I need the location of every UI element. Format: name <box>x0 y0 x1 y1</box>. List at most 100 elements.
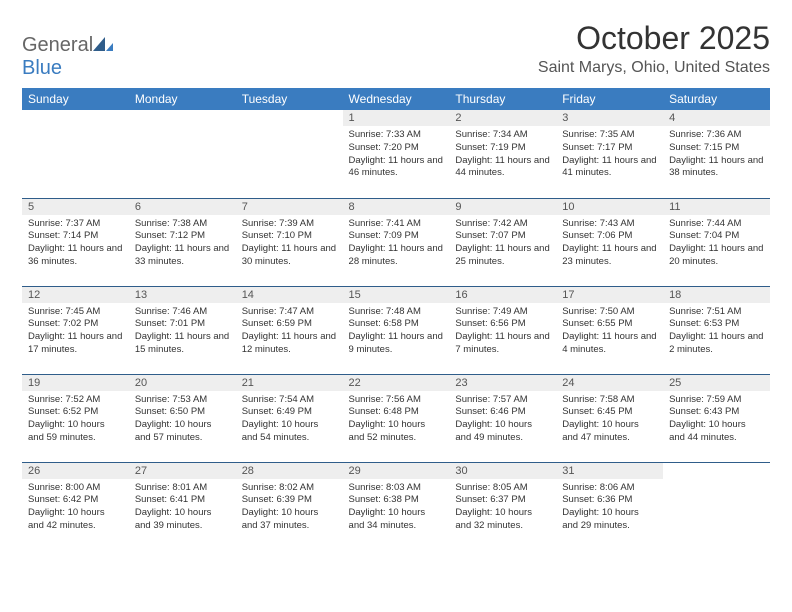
location-subtitle: Saint Marys, Ohio, United States <box>538 59 770 77</box>
day-number: 1 <box>343 110 450 126</box>
calendar-day-cell: 9Sunrise: 7:42 AMSunset: 7:07 PMDaylight… <box>449 198 556 286</box>
day-sun-info: Sunrise: 7:52 AMSunset: 6:52 PMDaylight:… <box>22 391 129 451</box>
day-number: 2 <box>449 110 556 126</box>
day-sun-info: Sunrise: 7:56 AMSunset: 6:48 PMDaylight:… <box>343 391 450 451</box>
logo-part1: General <box>22 34 93 56</box>
calendar-body: 1Sunrise: 7:33 AMSunset: 7:20 PMDaylight… <box>22 110 770 550</box>
calendar-week-row: 12Sunrise: 7:45 AMSunset: 7:02 PMDayligh… <box>22 286 770 374</box>
day-number: 24 <box>556 375 663 391</box>
day-number-empty <box>236 110 343 126</box>
day-sun-info: Sunrise: 8:02 AMSunset: 6:39 PMDaylight:… <box>236 479 343 539</box>
day-sun-info: Sunrise: 7:58 AMSunset: 6:45 PMDaylight:… <box>556 391 663 451</box>
day-sun-info: Sunrise: 7:54 AMSunset: 6:49 PMDaylight:… <box>236 391 343 451</box>
calendar-day-cell: 24Sunrise: 7:58 AMSunset: 6:45 PMDayligh… <box>556 374 663 462</box>
calendar-week-row: 5Sunrise: 7:37 AMSunset: 7:14 PMDaylight… <box>22 198 770 286</box>
calendar-day-cell: 21Sunrise: 7:54 AMSunset: 6:49 PMDayligh… <box>236 374 343 462</box>
day-sun-info: Sunrise: 7:51 AMSunset: 6:53 PMDaylight:… <box>663 303 770 363</box>
day-number: 26 <box>22 463 129 479</box>
weekday-header: Monday <box>129 88 236 110</box>
calendar-day-cell: 5Sunrise: 7:37 AMSunset: 7:14 PMDaylight… <box>22 198 129 286</box>
day-number: 30 <box>449 463 556 479</box>
calendar-day-cell: 30Sunrise: 8:05 AMSunset: 6:37 PMDayligh… <box>449 462 556 550</box>
calendar-day-cell <box>236 110 343 198</box>
day-number: 20 <box>129 375 236 391</box>
logo-sail-icon <box>93 37 113 51</box>
calendar-week-row: 19Sunrise: 7:52 AMSunset: 6:52 PMDayligh… <box>22 374 770 462</box>
day-number: 25 <box>663 375 770 391</box>
calendar-day-cell: 20Sunrise: 7:53 AMSunset: 6:50 PMDayligh… <box>129 374 236 462</box>
weekday-header: Sunday <box>22 88 129 110</box>
day-sun-info: Sunrise: 7:57 AMSunset: 6:46 PMDaylight:… <box>449 391 556 451</box>
day-number: 21 <box>236 375 343 391</box>
day-number: 13 <box>129 287 236 303</box>
day-number: 27 <box>129 463 236 479</box>
day-number: 22 <box>343 375 450 391</box>
day-number: 28 <box>236 463 343 479</box>
day-sun-info: Sunrise: 7:48 AMSunset: 6:58 PMDaylight:… <box>343 303 450 363</box>
day-sun-info: Sunrise: 7:35 AMSunset: 7:17 PMDaylight:… <box>556 126 663 186</box>
day-number-empty <box>129 110 236 126</box>
day-sun-info: Sunrise: 7:53 AMSunset: 6:50 PMDaylight:… <box>129 391 236 451</box>
day-number: 6 <box>129 199 236 215</box>
day-sun-info: Sunrise: 7:37 AMSunset: 7:14 PMDaylight:… <box>22 215 129 275</box>
calendar-day-cell: 22Sunrise: 7:56 AMSunset: 6:48 PMDayligh… <box>343 374 450 462</box>
calendar-day-cell: 6Sunrise: 7:38 AMSunset: 7:12 PMDaylight… <box>129 198 236 286</box>
calendar-day-cell: 3Sunrise: 7:35 AMSunset: 7:17 PMDaylight… <box>556 110 663 198</box>
day-number: 17 <box>556 287 663 303</box>
day-sun-info: Sunrise: 7:36 AMSunset: 7:15 PMDaylight:… <box>663 126 770 186</box>
logo-text: GeneralBlue <box>22 34 113 80</box>
calendar-table: SundayMondayTuesdayWednesdayThursdayFrid… <box>22 88 770 550</box>
day-sun-info: Sunrise: 7:33 AMSunset: 7:20 PMDaylight:… <box>343 126 450 186</box>
day-sun-info: Sunrise: 8:06 AMSunset: 6:36 PMDaylight:… <box>556 479 663 539</box>
day-number-empty <box>663 463 770 479</box>
day-number: 15 <box>343 287 450 303</box>
day-number: 18 <box>663 287 770 303</box>
day-number: 10 <box>556 199 663 215</box>
day-sun-info: Sunrise: 7:39 AMSunset: 7:10 PMDaylight:… <box>236 215 343 275</box>
weekday-header: Saturday <box>663 88 770 110</box>
day-sun-info: Sunrise: 7:46 AMSunset: 7:01 PMDaylight:… <box>129 303 236 363</box>
day-number: 4 <box>663 110 770 126</box>
day-number-empty <box>22 110 129 126</box>
day-sun-info: Sunrise: 7:41 AMSunset: 7:09 PMDaylight:… <box>343 215 450 275</box>
day-number: 19 <box>22 375 129 391</box>
calendar-day-cell: 4Sunrise: 7:36 AMSunset: 7:15 PMDaylight… <box>663 110 770 198</box>
day-number: 16 <box>449 287 556 303</box>
day-sun-info: Sunrise: 7:44 AMSunset: 7:04 PMDaylight:… <box>663 215 770 275</box>
header: GeneralBlue October 2025 Saint Marys, Oh… <box>22 20 770 80</box>
day-sun-info: Sunrise: 7:38 AMSunset: 7:12 PMDaylight:… <box>129 215 236 275</box>
calendar-day-cell: 12Sunrise: 7:45 AMSunset: 7:02 PMDayligh… <box>22 286 129 374</box>
calendar-day-cell: 2Sunrise: 7:34 AMSunset: 7:19 PMDaylight… <box>449 110 556 198</box>
calendar-day-cell: 28Sunrise: 8:02 AMSunset: 6:39 PMDayligh… <box>236 462 343 550</box>
day-sun-info: Sunrise: 7:59 AMSunset: 6:43 PMDaylight:… <box>663 391 770 451</box>
day-number: 7 <box>236 199 343 215</box>
calendar-day-cell: 27Sunrise: 8:01 AMSunset: 6:41 PMDayligh… <box>129 462 236 550</box>
day-number: 31 <box>556 463 663 479</box>
day-sun-info: Sunrise: 8:03 AMSunset: 6:38 PMDaylight:… <box>343 479 450 539</box>
day-number: 9 <box>449 199 556 215</box>
weekday-header: Thursday <box>449 88 556 110</box>
calendar-day-cell: 7Sunrise: 7:39 AMSunset: 7:10 PMDaylight… <box>236 198 343 286</box>
day-number: 12 <box>22 287 129 303</box>
day-sun-info: Sunrise: 8:01 AMSunset: 6:41 PMDaylight:… <box>129 479 236 539</box>
day-number: 5 <box>22 199 129 215</box>
day-number: 14 <box>236 287 343 303</box>
day-sun-info: Sunrise: 8:00 AMSunset: 6:42 PMDaylight:… <box>22 479 129 539</box>
logo-part2: Blue <box>22 57 62 79</box>
calendar-day-cell: 26Sunrise: 8:00 AMSunset: 6:42 PMDayligh… <box>22 462 129 550</box>
day-number: 29 <box>343 463 450 479</box>
day-sun-info: Sunrise: 7:42 AMSunset: 7:07 PMDaylight:… <box>449 215 556 275</box>
day-sun-info: Sunrise: 8:05 AMSunset: 6:37 PMDaylight:… <box>449 479 556 539</box>
calendar-day-cell: 11Sunrise: 7:44 AMSunset: 7:04 PMDayligh… <box>663 198 770 286</box>
calendar-day-cell: 13Sunrise: 7:46 AMSunset: 7:01 PMDayligh… <box>129 286 236 374</box>
calendar-day-cell: 18Sunrise: 7:51 AMSunset: 6:53 PMDayligh… <box>663 286 770 374</box>
calendar-header-row: SundayMondayTuesdayWednesdayThursdayFrid… <box>22 88 770 110</box>
day-sun-info: Sunrise: 7:50 AMSunset: 6:55 PMDaylight:… <box>556 303 663 363</box>
weekday-header: Friday <box>556 88 663 110</box>
month-title: October 2025 <box>538 20 770 57</box>
calendar-day-cell: 19Sunrise: 7:52 AMSunset: 6:52 PMDayligh… <box>22 374 129 462</box>
weekday-header: Tuesday <box>236 88 343 110</box>
calendar-week-row: 26Sunrise: 8:00 AMSunset: 6:42 PMDayligh… <box>22 462 770 550</box>
calendar-day-cell: 16Sunrise: 7:49 AMSunset: 6:56 PMDayligh… <box>449 286 556 374</box>
calendar-day-cell: 1Sunrise: 7:33 AMSunset: 7:20 PMDaylight… <box>343 110 450 198</box>
